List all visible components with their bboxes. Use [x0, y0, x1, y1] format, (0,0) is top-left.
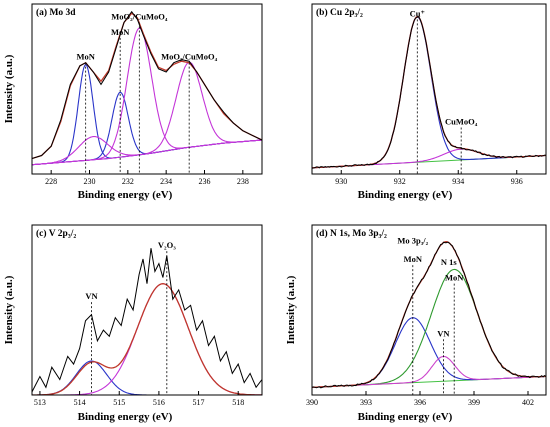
- annotation-label: MoN: [445, 273, 464, 283]
- plot-frame: [31, 3, 263, 175]
- x-axis-title: Binding energy (eV): [358, 411, 453, 423]
- x-tick-label: 238: [237, 177, 249, 186]
- x-tick-label: 515: [113, 398, 125, 407]
- x-tick-label: 936: [511, 177, 523, 186]
- x-tick-label: 234: [160, 177, 172, 186]
- envelope-fit: [32, 283, 262, 395]
- x-tick-label: 932: [394, 177, 406, 186]
- annotation-label: MoN: [404, 254, 423, 264]
- annotation-label: V₂O₃: [158, 240, 176, 250]
- annotation-label: CuMoO₄: [445, 117, 478, 127]
- y-axis-title: Intensity (a.u.): [285, 275, 297, 344]
- x-tick-label: 236: [199, 177, 211, 186]
- x-tick-label: 232: [122, 177, 134, 186]
- panel-label: (c) V 2p₃/₂: [36, 228, 76, 239]
- component-peak-moo2: [32, 136, 262, 166]
- x-tick-label: 399: [468, 398, 480, 407]
- data-line: [32, 248, 262, 393]
- component-peak-cu_minor: [312, 148, 546, 169]
- x-tick-label: 514: [74, 398, 86, 407]
- y-axis-title: Intensity (a.u.): [3, 275, 15, 344]
- panel-label: (b) Cu 2p₃/₂: [316, 7, 363, 18]
- annotation-label: Cu⁺: [410, 8, 425, 18]
- annotation-label: VN: [85, 291, 98, 301]
- y-axis-title: Intensity (a.u.): [3, 54, 15, 123]
- plot-frame: [311, 3, 547, 175]
- annotation-label: Mo 3p₃/₂: [397, 236, 428, 246]
- data-line: [312, 16, 546, 169]
- component-peak-mo: [312, 317, 546, 388]
- plot-frame: [311, 224, 547, 396]
- component-peak-moo2: [32, 61, 262, 166]
- component-peak-n_magenta: [312, 355, 546, 388]
- x-axis-title: Binding energy (eV): [358, 189, 453, 201]
- envelope-fit: [32, 12, 262, 160]
- chart-panel-3: Mo 3p₃/₂ MoN N 1s MoN VN (d) N 1s, Mo 3p₃/₂ 39…: [285, 224, 547, 423]
- component-peak-moo2: [32, 283, 262, 395]
- x-tick-label: 518: [232, 398, 244, 407]
- background-line: [32, 139, 262, 166]
- envelope-fit: [312, 241, 546, 388]
- x-tick-label: 517: [193, 398, 205, 407]
- panel-label: (d) N 1s, Mo 3p₃/₂: [316, 228, 387, 239]
- x-axis-title: Binding energy (eV): [78, 411, 173, 423]
- plot-area: [32, 10, 262, 166]
- chart-panel-2: VN V₂O₃ (c) V 2p₃/₂ 513 514 515 516 517 518 Bindi…: [3, 224, 263, 423]
- x-tick-label: 516: [153, 398, 165, 407]
- panel-label: (a) Mo 3d: [36, 7, 76, 18]
- x-tick-label: 228: [45, 177, 57, 186]
- annotation-label: MoO₂/CuMoO₄: [111, 11, 168, 21]
- plot-area: [312, 241, 546, 389]
- component-peak-n_green: [312, 268, 546, 388]
- annotation-label: MoN: [111, 27, 130, 37]
- component-peak-mo: [312, 16, 546, 169]
- plot-area: [312, 15, 546, 169]
- x-tick-label: 930: [335, 177, 347, 186]
- x-tick-label: 393: [360, 398, 372, 407]
- annotation-label: MoN: [76, 52, 95, 62]
- plot-frame: [31, 224, 263, 396]
- annotation-label: VN: [437, 328, 450, 338]
- plot-area: [32, 248, 262, 395]
- x-tick-label: 396: [414, 398, 426, 407]
- component-peak-moo2: [32, 27, 262, 166]
- chart-panel-1: Cu⁺ CuMoO₄ (b) Cu 2p₃/₂ 930 932 934 936 Binding…: [311, 3, 547, 201]
- x-tick-label: 390: [306, 398, 318, 407]
- annotation-label: MoO₂/CuMoO₄: [161, 52, 218, 62]
- data-line: [32, 10, 262, 159]
- data-line: [312, 241, 546, 389]
- component-peak-mo: [32, 360, 262, 395]
- component-peak-mo: [32, 64, 262, 166]
- annotation-label: N 1s: [441, 257, 458, 267]
- chart-panel-0: MoN MoN MoO₂/CuMoO₄ MoO₂/CuMoO₄ (a) Mo 3d 228…: [3, 3, 263, 201]
- x-tick-label: 230: [84, 177, 96, 186]
- x-tick-label: 934: [452, 177, 464, 186]
- envelope-fit: [312, 15, 546, 169]
- x-tick-label: 513: [34, 398, 46, 407]
- x-axis-title: Binding energy (eV): [78, 189, 173, 201]
- x-tick-label: 402: [522, 398, 534, 407]
